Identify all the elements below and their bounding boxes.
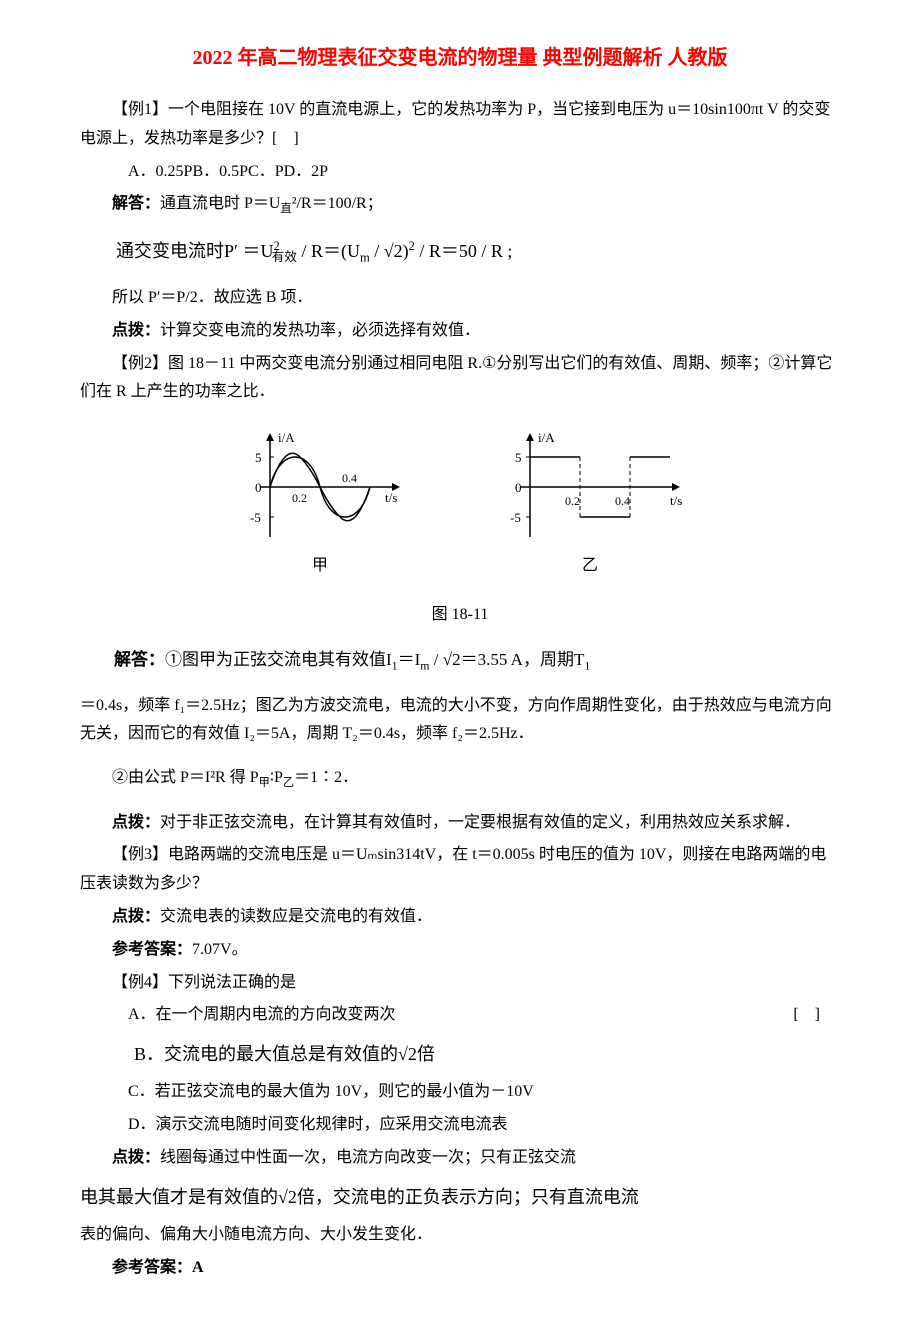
- answer-end: ＝1∶2．: [294, 769, 358, 786]
- chart1-wrapper: i/A t/s 5 0 -5 0.2 0.4 甲: [230, 427, 410, 581]
- answer-mid: ∶P: [270, 769, 283, 786]
- example4-optionA: A．在一个周期内电流的方向改变两次: [80, 1001, 840, 1030]
- page-title: 2022 年高二物理表征交变电流的物理量 典型例题解析 人教版: [80, 40, 840, 76]
- bracket: [ ]: [793, 1001, 820, 1030]
- example2-answer-line2: ＝0.4s，频率 f₁＝2.5Hz；图乙为方波交流电，电流的大小不变，方向作周期…: [80, 692, 840, 750]
- svg-text:5: 5: [255, 450, 262, 465]
- example2-answer2: ②由公式 P＝I²R 得 P甲∶P乙＝1∶2．: [80, 764, 840, 793]
- formula-mid: / R＝(U: [297, 241, 360, 261]
- svg-text:i/A: i/A: [278, 430, 295, 445]
- hint-text: 交流电表的读数应是交流电的有效值．: [160, 908, 432, 925]
- sub-text: 1: [584, 658, 590, 672]
- answer-text: A: [192, 1259, 204, 1276]
- example4-optionD: D．演示交流电随时间变化规律时，应采用交流电流表: [80, 1111, 840, 1140]
- answer-mid: ＝I: [398, 650, 421, 669]
- example1-answer1: 解答：通直流电时 P＝U直²/R＝100/R；: [80, 190, 840, 219]
- example4-hint2: 电其最大值才是有效值的√2倍，交流电的正负表示方向；只有直流电流: [80, 1181, 840, 1213]
- svg-text:t/s: t/s: [385, 490, 397, 505]
- sub-text: 乙: [283, 777, 294, 789]
- example1-options: A．0.25PB．0.5PC．PD．2P: [80, 158, 840, 187]
- example2-hint: 点拨：对于非正弦交流电，在计算其有效值时，一定要根据有效值的定义，利用热效应关系…: [80, 809, 840, 838]
- chart1-sine: i/A t/s 5 0 -5 0.2 0.4: [230, 427, 410, 547]
- svg-text:0.4: 0.4: [615, 494, 630, 508]
- example4-hint3: 表的偏向、偏角大小随电流方向、大小发生变化．: [80, 1221, 840, 1250]
- hint-text: 线圈每通过中性面一次，电流方向改变一次；只有正弦交流: [160, 1149, 576, 1166]
- svg-text:5: 5: [515, 450, 522, 465]
- sub-text: m: [360, 250, 370, 264]
- chart2-square: i/A t/s 5 0 -5 0.2 0.4: [490, 427, 690, 547]
- answer-text: 7.07V。: [192, 941, 248, 958]
- example2-answer1: 解答：①图甲为正弦交流电其有效值I1＝Im / √2＝3.55 A，周期T1: [80, 645, 840, 677]
- charts-container: i/A t/s 5 0 -5 0.2 0.4 甲 i/A t/s 5 0: [80, 427, 840, 581]
- svg-text:0: 0: [515, 480, 522, 495]
- example4-optionC: C．若正弦交流电的最大值为 10V，则它的最小值为－10V: [80, 1078, 840, 1107]
- svg-text:t/s: t/s: [670, 493, 682, 508]
- chart1-label: 甲: [230, 552, 410, 581]
- answer-label: 解答：: [112, 195, 160, 212]
- example1-problem: 【例1】一个电阻接在 10V 的直流电源上，它的发热功率为 P，当它接到电压为 …: [80, 96, 840, 154]
- hint-text: 对于非正弦交流电，在计算其有效值时，一定要根据有效值的定义，利用热效应关系求解．: [160, 814, 800, 831]
- example4-problem: 【例4】下列说法正确的是: [80, 969, 840, 998]
- answer-text: ②由公式 P＝I²R 得 P: [112, 769, 259, 786]
- example4-optionB: B．交流电的最大值总是有效值的√2倍: [80, 1038, 840, 1070]
- formula-text: 通交变电流时P′ ＝U: [116, 241, 273, 261]
- example2-problem: 【例2】图 18－11 中两交变电流分别通过相同电阻 R.①分别写出它们的有效值…: [80, 350, 840, 408]
- sub-text: 直: [280, 204, 291, 216]
- example3-answer: 参考答案：7.07V。: [80, 936, 840, 965]
- chart2-label: 乙: [490, 552, 690, 581]
- svg-text:-5: -5: [510, 510, 521, 525]
- svg-text:0.2: 0.2: [565, 494, 580, 508]
- hint-text: 计算交变电流的发热功率，必须选择有效值．: [160, 322, 480, 339]
- hint-label: 点拨：: [112, 1149, 160, 1166]
- figure-caption: 图 18-11: [80, 601, 840, 630]
- svg-text:0.4: 0.4: [342, 471, 357, 485]
- answer-text: 通直流电时 P＝U: [160, 195, 280, 212]
- svg-text:-5: -5: [250, 510, 261, 525]
- sub-text: 有效: [272, 250, 297, 264]
- hint-label: 点拨：: [112, 322, 160, 339]
- hint-label: 点拨：: [112, 908, 160, 925]
- answer-label: 参考答案：: [112, 1259, 192, 1276]
- svg-text:0.2: 0.2: [292, 491, 307, 505]
- svg-text:i/A: i/A: [538, 430, 555, 445]
- hint-label: 点拨：: [112, 814, 160, 831]
- formula-end: / R＝50 / R ;: [415, 241, 513, 261]
- example3-problem: 【例3】电路两端的交流电压是 u＝Uₘsin314tV，在 t＝0.005s 时…: [80, 841, 840, 899]
- sub-text: 甲: [259, 777, 270, 789]
- answer-label: 解答：: [114, 650, 165, 669]
- example4-hint1: 点拨：线圈每通过中性面一次，电流方向改变一次；只有正弦交流: [80, 1144, 840, 1173]
- answer-cont: ²/R＝100/R；: [292, 195, 383, 212]
- answer-mid2: / √2＝3.55 A，周期T: [430, 650, 585, 669]
- example3-hint: 点拨：交流电表的读数应是交流电的有效值．: [80, 903, 840, 932]
- sub-text: m: [420, 658, 429, 672]
- example1-hint: 点拨：计算交变电流的发热功率，必须选择有效值．: [80, 317, 840, 346]
- example1-formula: 通交变电流时P′ ＝U2有效 / R＝(Um / √2)2 / R＝50 / R…: [80, 235, 840, 269]
- answer-text: ①图甲为正弦交流电其有效值I: [165, 650, 392, 669]
- example4-answer: 参考答案：A: [80, 1254, 840, 1283]
- example1-conclusion: 所以 P′＝P/2．故应选 B 项．: [80, 284, 840, 313]
- formula-mid2: / √2): [370, 241, 409, 261]
- chart2-wrapper: i/A t/s 5 0 -5 0.2 0.4 乙: [490, 427, 690, 581]
- svg-text:0: 0: [255, 480, 262, 495]
- answer-label: 参考答案：: [112, 941, 192, 958]
